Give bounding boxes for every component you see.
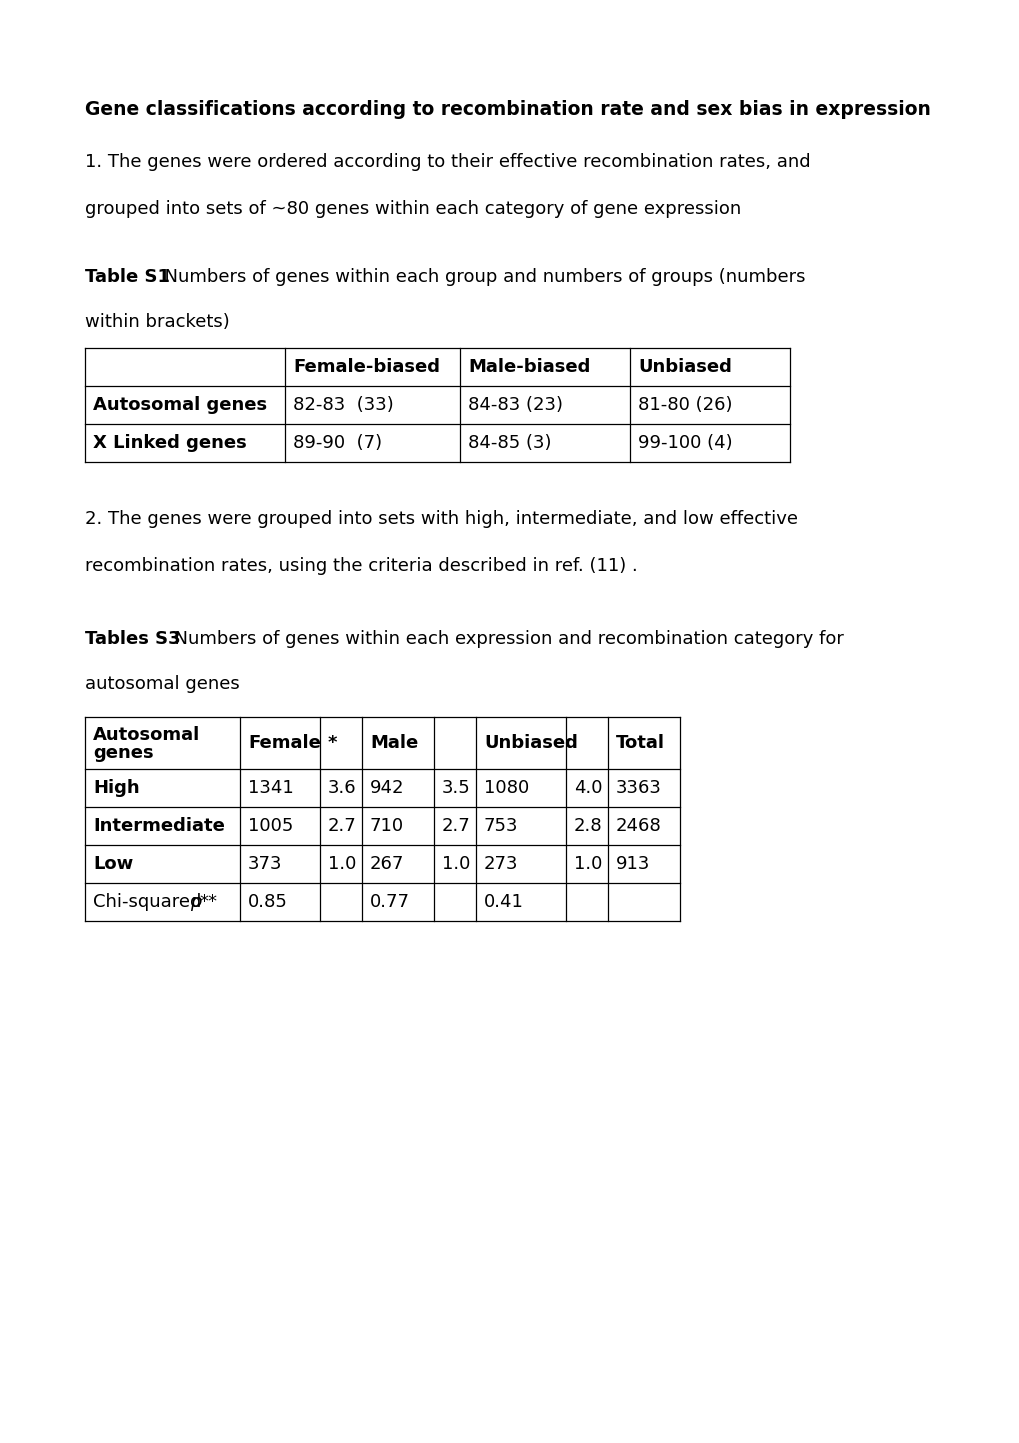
Text: Male: Male — [370, 734, 418, 752]
Text: 0.41: 0.41 — [484, 893, 524, 911]
Text: 267: 267 — [370, 856, 404, 873]
Text: 942: 942 — [370, 779, 405, 797]
Text: 2.7: 2.7 — [328, 817, 357, 835]
Text: Total: Total — [615, 734, 664, 752]
Text: Unbiased: Unbiased — [484, 734, 578, 752]
Text: genes: genes — [93, 745, 154, 762]
Text: 3363: 3363 — [615, 779, 661, 797]
Text: Numbers of genes within each group and numbers of groups (numbers: Numbers of genes within each group and n… — [153, 268, 805, 286]
Text: 81-80 (26): 81-80 (26) — [637, 395, 732, 414]
Text: Autosomal genes: Autosomal genes — [93, 395, 267, 414]
Text: 3.5: 3.5 — [441, 779, 471, 797]
Text: 99-100 (4): 99-100 (4) — [637, 434, 732, 452]
Text: 84-83 (23): 84-83 (23) — [468, 395, 562, 414]
Text: autosomal genes: autosomal genes — [85, 675, 239, 693]
Text: 710: 710 — [370, 817, 404, 835]
Text: 89-90  (7): 89-90 (7) — [292, 434, 382, 452]
Text: Male-biased: Male-biased — [468, 358, 590, 377]
Text: Autosomal: Autosomal — [93, 726, 200, 745]
Text: 2.7: 2.7 — [441, 817, 471, 835]
Text: 1.0: 1.0 — [441, 856, 470, 873]
Text: 1341: 1341 — [248, 779, 293, 797]
Text: Low: Low — [93, 856, 133, 873]
Text: 2468: 2468 — [615, 817, 661, 835]
Text: Gene classifications according to recombination rate and sex bias in expression: Gene classifications according to recomb… — [85, 100, 930, 118]
Text: 4.0: 4.0 — [574, 779, 602, 797]
Text: **: ** — [199, 893, 217, 911]
Text: 2.8: 2.8 — [574, 817, 602, 835]
Text: 1.0: 1.0 — [574, 856, 602, 873]
Text: grouped into sets of ~80 genes within each category of gene expression: grouped into sets of ~80 genes within ea… — [85, 201, 741, 218]
Text: 3.6: 3.6 — [328, 779, 357, 797]
Text: Intermediate: Intermediate — [93, 817, 224, 835]
Text: 273: 273 — [484, 856, 518, 873]
Text: recombination rates, using the criteria described in ref. (11) .: recombination rates, using the criteria … — [85, 557, 637, 574]
Text: Table S1: Table S1 — [85, 268, 170, 286]
Text: High: High — [93, 779, 140, 797]
Text: 82-83  (33): 82-83 (33) — [292, 395, 393, 414]
Text: Unbiased: Unbiased — [637, 358, 732, 377]
Text: Tables S3: Tables S3 — [85, 631, 180, 648]
Text: 373: 373 — [248, 856, 282, 873]
Text: 1005: 1005 — [248, 817, 293, 835]
Text: 1.0: 1.0 — [328, 856, 356, 873]
Text: Chi-squared: Chi-squared — [93, 893, 207, 911]
Text: X Linked genes: X Linked genes — [93, 434, 247, 452]
Text: 1. The genes were ordered according to their effective recombination rates, and: 1. The genes were ordered according to t… — [85, 153, 810, 172]
Text: Female: Female — [248, 734, 321, 752]
Text: Female-biased: Female-biased — [292, 358, 439, 377]
Text: 913: 913 — [615, 856, 650, 873]
Text: 0.85: 0.85 — [248, 893, 287, 911]
Text: within brackets): within brackets) — [85, 313, 229, 330]
Text: 0.77: 0.77 — [370, 893, 410, 911]
Text: *: * — [328, 734, 337, 752]
Text: p: p — [190, 893, 201, 911]
Text: 1080: 1080 — [484, 779, 529, 797]
Text: Numbers of genes within each expression and recombination category for: Numbers of genes within each expression … — [163, 631, 843, 648]
Text: 2. The genes were grouped into sets with high, intermediate, and low effective: 2. The genes were grouped into sets with… — [85, 509, 797, 528]
Text: 753: 753 — [484, 817, 518, 835]
Text: 84-85 (3): 84-85 (3) — [468, 434, 551, 452]
